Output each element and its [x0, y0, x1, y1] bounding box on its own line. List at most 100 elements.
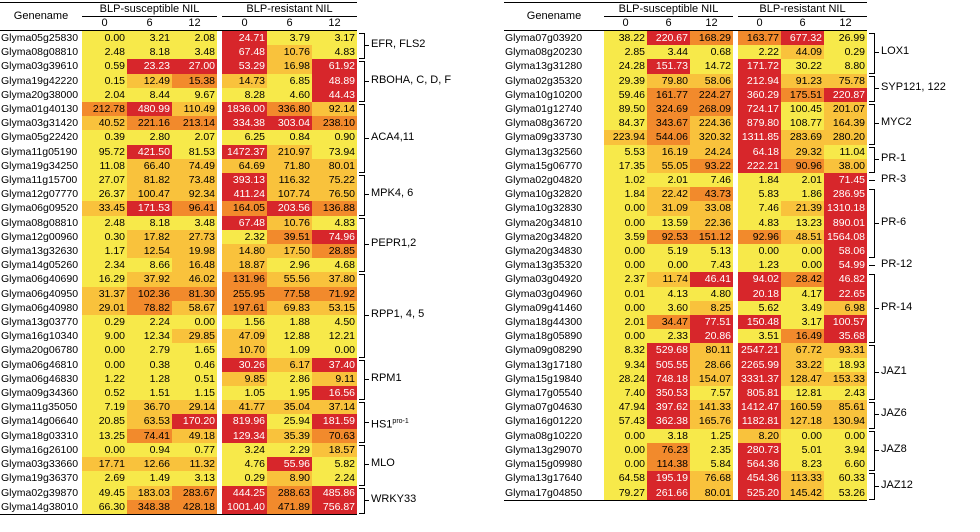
expression-cell: 17.82	[127, 229, 172, 245]
expression-cell: 129.34	[222, 428, 268, 443]
expression-cell: 153.33	[824, 371, 868, 387]
expression-cell: 30.26	[222, 357, 268, 372]
gene-name: Glyma16g01220	[505, 415, 583, 428]
expression-cell: 67.48	[222, 45, 268, 60]
gene-name: Glyma08g08810	[1, 46, 79, 59]
expression-cell: 21.39	[781, 201, 825, 216]
expression-cell: 96.41	[172, 201, 218, 216]
expression-cell: 1310.18	[824, 201, 868, 216]
expression-cell: 2.24	[312, 471, 358, 486]
gene-row: Glyma08g20230 2.85 3.44 0.68 2.22 44.09 0.29	[504, 45, 868, 60]
group-label-text: RBOHA, C, D, F	[371, 73, 452, 86]
group-label: PEPR1,2	[371, 237, 416, 250]
expression-cell: 26.37	[82, 187, 127, 202]
group-label: RPP1, 4, 5	[371, 308, 424, 321]
expression-cell: 805.81	[738, 386, 782, 401]
expression-cell: 1.22	[82, 371, 127, 387]
expression-cell: 7.57	[690, 386, 734, 401]
gene-row: Glyma15g06770 17.35 55.05 93.22 222.21 90.96 3…	[504, 158, 868, 174]
expression-cell: 14.80	[222, 244, 268, 259]
expression-cell: 1.23	[738, 258, 782, 273]
expression-cell: 27.07	[82, 173, 127, 188]
gene-row: Glyma11g15700 27.07 81.82 73.48 393.13 116.32…	[0, 173, 358, 188]
expression-cell: 89.50	[604, 102, 647, 117]
group-label: PR-14	[881, 301, 912, 314]
expression-cell: 85.61	[824, 400, 868, 415]
expression-cell: 4.83	[312, 215, 358, 230]
expression-cell: 46.02	[172, 272, 218, 287]
expression-cell: 2.07	[172, 130, 218, 145]
gene-row: Glyma19g36370 2.69 1.49 3.13 0.29 8.90 2.24	[0, 471, 358, 486]
expression-cell: 6.60	[824, 457, 868, 472]
expression-cell: 63.53	[127, 414, 172, 429]
expression-cell: 14.72	[690, 59, 734, 74]
gene-name: Glyma09g41460	[505, 301, 583, 314]
expression-cell: 12.34	[127, 329, 172, 344]
gene-name: Glyma08g10220	[505, 429, 583, 442]
gene-row: Glyma01g40130 212.78 480.99 110.49 1836.00 33…	[0, 102, 358, 117]
expression-cell: 40.52	[82, 116, 127, 131]
expression-cell: 27.73	[172, 229, 218, 245]
expression-cell: 24.71	[222, 30, 268, 46]
expression-cell: 100.45	[781, 102, 825, 117]
expression-cell: 171.72	[738, 59, 782, 74]
gene-row: Glyma17g04850 79.27 261.66 80.01 525.20 145.4…	[504, 485, 868, 501]
group-label: JAZ1	[881, 365, 907, 378]
gene-row: Glyma10g32830 0.00 31.09 33.08 7.46 21.39 1310…	[504, 201, 868, 216]
expression-cell: 151.12	[690, 229, 734, 245]
expression-cell: 3.49	[781, 300, 825, 316]
expression-cell: 3.24	[222, 442, 268, 458]
group-label-text: RPP1, 4, 5	[371, 308, 425, 321]
expression-cell: 175.51	[781, 87, 825, 103]
expression-cell: 54.99	[824, 258, 868, 273]
expression-cell: 13.25	[82, 428, 127, 443]
expression-cell: 12.81	[781, 386, 825, 401]
expression-cell: 360.29	[738, 87, 782, 103]
gene-row: Glyma01g12740 89.50 324.69 268.09 724.17 100.…	[504, 102, 868, 117]
expression-cell: 334.38	[222, 116, 268, 131]
expression-cell: 0.38	[127, 357, 172, 372]
gene-name: Glyma18g05890	[505, 330, 583, 343]
group-label-superscript: pro-1	[392, 417, 409, 425]
expression-cell: 15.38	[172, 73, 218, 88]
expression-cell: 4.83	[312, 45, 358, 60]
expression-cell: 47.94	[604, 400, 647, 415]
expression-cell: 280.20	[824, 130, 868, 145]
timepoint-header: 6	[781, 16, 825, 31]
right-expression-table: Genename BLP-susceptible NIL BLP-resistant…	[504, 2, 868, 501]
group-bracket-tick	[365, 137, 370, 139]
gene-name: Glyma17g04850	[504, 485, 604, 501]
expression-cell: 22.42	[647, 187, 690, 202]
gene-name: Glyma05g25830	[1, 32, 79, 44]
group-label: PR-3	[881, 173, 906, 186]
group-bracket	[869, 473, 876, 501]
gene-name: Glyma20g34810	[505, 216, 583, 229]
gene-name: Glyma06g40980	[1, 301, 79, 314]
expression-cell: 4.50	[312, 315, 358, 330]
gene-name: Glyma20g06780	[1, 344, 79, 357]
expression-cell: 203.56	[267, 201, 313, 216]
group-label: JAZ6	[881, 407, 907, 420]
gene-name: Glyma08g20230	[505, 46, 583, 59]
expression-cell: 55.96	[267, 457, 313, 472]
expression-cell: 220.87	[824, 87, 868, 103]
gene-row: Glyma14g05260 2.34 8.66 16.48 18.87 2.96 4.68	[0, 258, 358, 273]
gene-name: Glyma18g44300	[505, 316, 583, 329]
expression-cell: 1.88	[267, 315, 313, 330]
expression-cell: 53.15	[312, 300, 358, 316]
group-bracket-tick	[365, 499, 370, 501]
expression-cell: 9.67	[172, 87, 218, 103]
expression-cell: 71.45	[824, 173, 868, 188]
expression-cell: 0.90	[312, 130, 358, 145]
expression-cell: 10.76	[267, 215, 313, 230]
expression-cell: 12.54	[127, 244, 172, 259]
gene-row: Glyma13g35320 0.00 0.00 7.43 1.23 0.00 54.99	[504, 258, 868, 273]
expression-cell: 505.55	[647, 357, 690, 372]
resistant-nil-header: BLP-resistant NIL	[738, 2, 868, 17]
expression-cell: 224.36	[690, 116, 734, 131]
gene-name: Glyma03g04920	[505, 273, 583, 286]
expression-cell: 0.00	[82, 357, 127, 372]
left-expression-table: Genename BLP-susceptible NIL BLP-resistant…	[0, 2, 358, 515]
expression-cell: 0.30	[82, 229, 127, 245]
timepoint-header: 0	[738, 16, 782, 31]
